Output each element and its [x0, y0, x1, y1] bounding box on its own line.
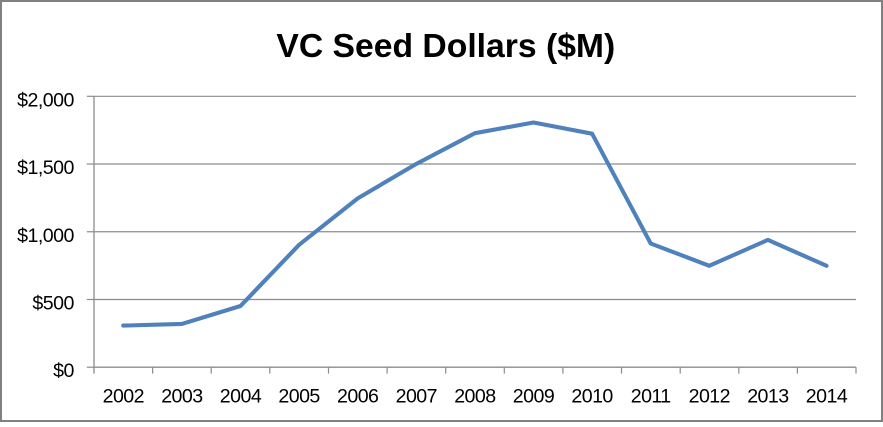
svg-text:VC Seed Dollars ($M): VC Seed Dollars ($M) [276, 27, 615, 65]
svg-text:$2,000: $2,000 [17, 89, 74, 111]
svg-text:$1,500: $1,500 [17, 157, 74, 179]
svg-text:$500: $500 [32, 293, 74, 315]
svg-text:2003: 2003 [161, 385, 203, 407]
svg-text:2012: 2012 [689, 385, 730, 407]
svg-text:2010: 2010 [571, 385, 613, 407]
svg-text:2008: 2008 [454, 385, 496, 407]
svg-text:2011: 2011 [631, 385, 671, 407]
svg-text:2005: 2005 [278, 385, 320, 407]
svg-text:2002: 2002 [103, 385, 144, 407]
svg-text:2013: 2013 [747, 385, 789, 407]
svg-text:2014: 2014 [806, 385, 848, 407]
svg-text:$0: $0 [53, 360, 74, 382]
svg-text:2007: 2007 [396, 385, 437, 407]
svg-text:2009: 2009 [513, 385, 554, 407]
svg-text:2006: 2006 [337, 385, 379, 407]
svg-text:$1,000: $1,000 [17, 225, 74, 247]
svg-text:2004: 2004 [220, 385, 262, 407]
